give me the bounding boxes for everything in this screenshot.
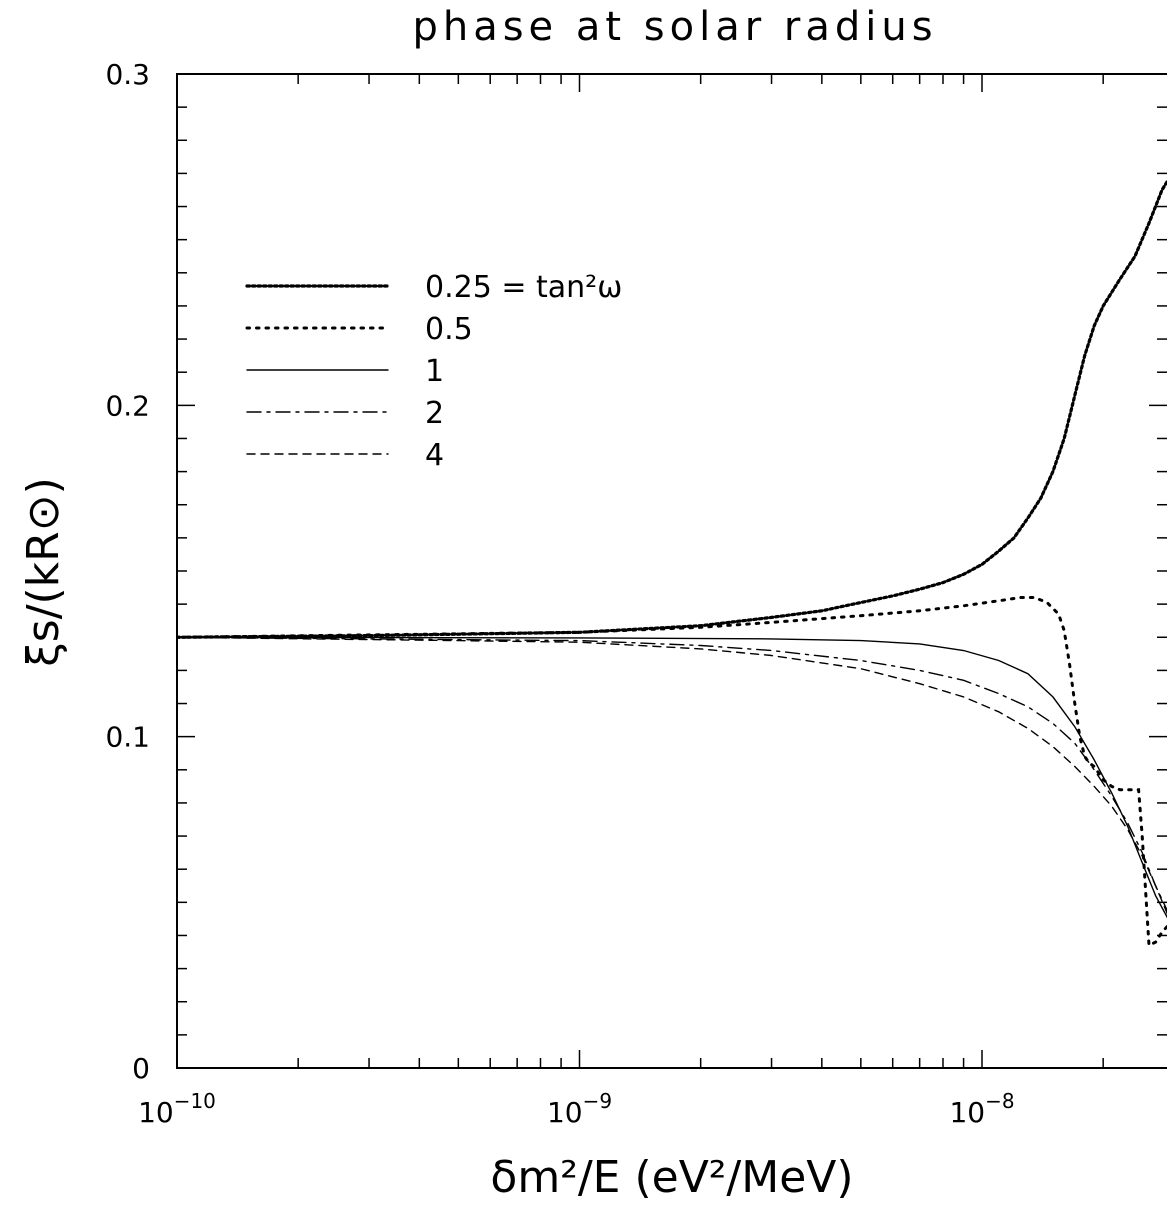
series-line-4 <box>177 636 1167 912</box>
x-axis-label: δm²/E (eV²/MeV) <box>490 1152 853 1203</box>
y-tick-labels: 0 0.1 0.2 0.3 <box>105 58 150 1085</box>
series-line-1 <box>177 178 1167 639</box>
x-axis-ticks <box>176 74 1104 1068</box>
y-axis-label: ξs/(kR⊙) <box>18 477 69 667</box>
x-tick-label: 10−8 <box>949 1089 1014 1129</box>
series-line-5 <box>177 636 1167 915</box>
legend: 0.25 = tan²ω 0.5 1 2 4 <box>245 270 622 473</box>
x-tick-label: 10−10 <box>138 1089 216 1129</box>
legend-label-4: 2 <box>425 396 444 431</box>
y-tick-label: 0.3 <box>105 58 150 91</box>
legend-label-5: 4 <box>425 438 444 473</box>
y-tick-label: 0.1 <box>105 721 150 754</box>
series-curves <box>177 178 1167 948</box>
x-tick-label: 10−9 <box>547 1089 612 1129</box>
legend-label-3: 1 <box>425 354 444 389</box>
chart-title: phase at solar radius <box>412 4 937 50</box>
legend-label-1: 0.25 = tan²ω <box>425 270 622 305</box>
y-tick-label: 0 <box>132 1052 150 1085</box>
series-line-3 <box>177 636 1167 919</box>
y-axis-ticks <box>177 73 1167 1069</box>
legend-label-2: 0.5 <box>425 312 473 347</box>
y-tick-label: 0.2 <box>105 389 150 422</box>
x-tick-labels: 10−10 10−9 10−8 <box>138 1089 1014 1129</box>
series-line-2 <box>177 596 1167 948</box>
plot-frame <box>176 73 1167 1069</box>
